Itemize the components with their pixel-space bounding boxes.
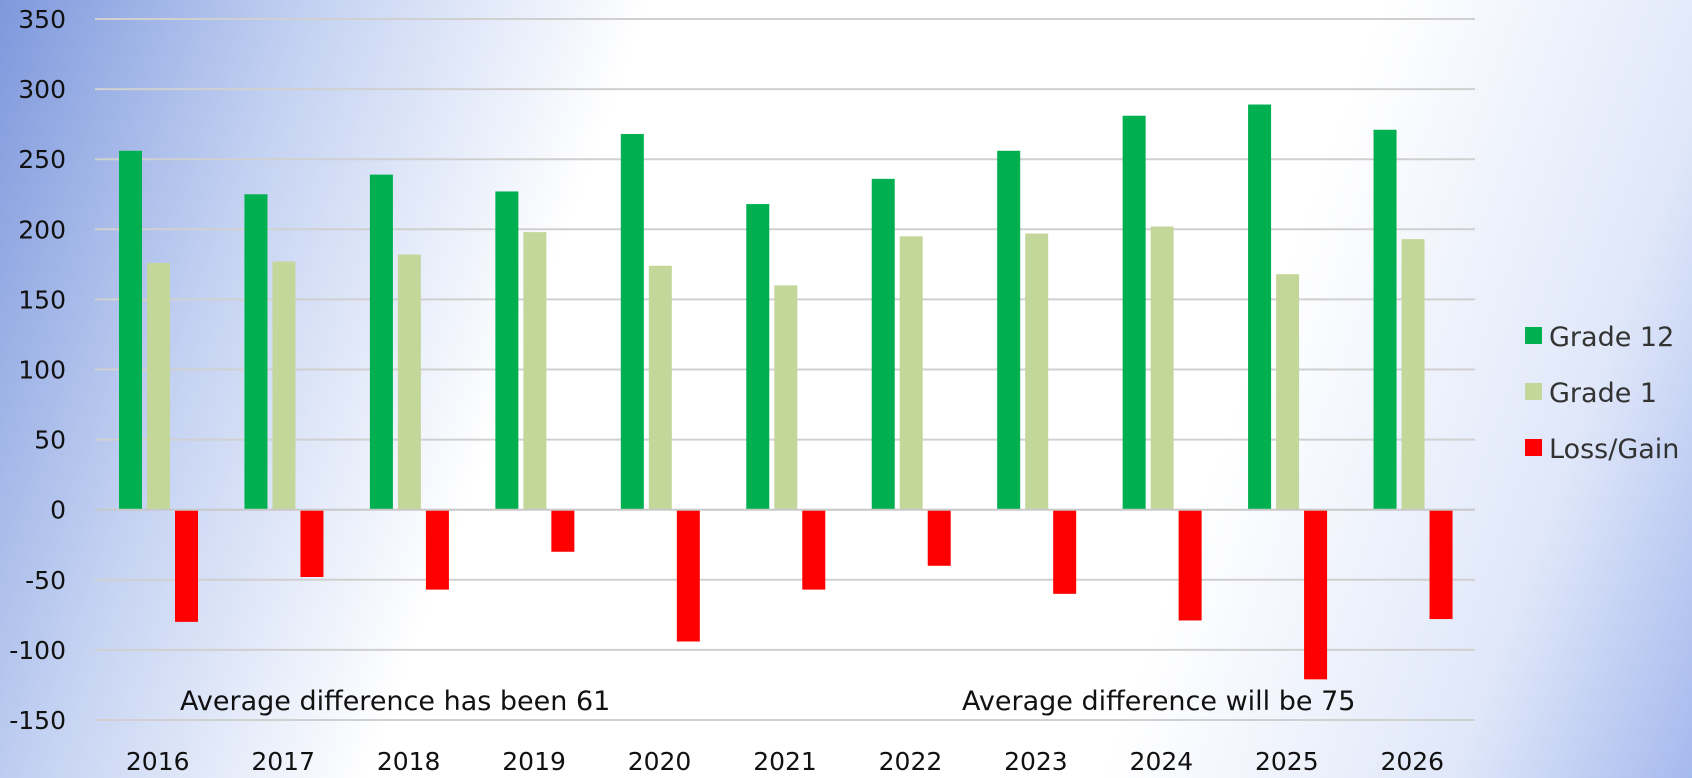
x-tick-label: 2022: [879, 747, 943, 776]
bar-grade-1-2017: [272, 261, 296, 510]
bar-grade-12-2018: [369, 174, 393, 510]
legend-swatch: [1525, 439, 1542, 456]
x-tick-label: 2023: [1004, 747, 1068, 776]
x-tick-label: 2019: [502, 747, 566, 776]
bar-grade-1-2018: [397, 254, 421, 510]
bar-grade-12-2022: [871, 178, 895, 510]
bar-grade-12-2017: [244, 194, 268, 510]
bar-loss-gain-2020: [676, 509, 700, 642]
bar-grade-12-2024: [1122, 115, 1146, 510]
bar-grade-12-2021: [746, 204, 770, 510]
y-tick-label: 100: [18, 356, 66, 385]
bar-grade-1-2026: [1401, 239, 1425, 510]
y-tick-label: 200: [18, 215, 66, 244]
y-tick-label: 350: [18, 5, 66, 34]
y-axis-ticks: 350 300 250 200 150 100 50 0 -50 -100 -150: [9, 5, 66, 735]
x-tick-label: 2017: [251, 747, 315, 776]
x-tick-label: 2026: [1380, 747, 1444, 776]
bar-grade-12-2016: [119, 150, 142, 510]
y-tick-label: 0: [50, 496, 66, 525]
bar-grade-1-2016: [147, 262, 170, 510]
bar-grade-1-2024: [1150, 226, 1174, 510]
bar-loss-gain-2024: [1178, 509, 1202, 621]
bar-loss-gain-2023: [1053, 509, 1077, 594]
legend-swatch: [1525, 383, 1542, 400]
bars: [119, 104, 1453, 680]
bar-loss-gain-2016: [175, 509, 198, 622]
legend: Grade 12 Grade 1 Loss/Gain: [1525, 322, 1679, 465]
bar-grade-12-2023: [997, 150, 1021, 510]
bar-grade-1-2019: [523, 232, 547, 510]
y-tick-label: 250: [18, 145, 66, 174]
bar-loss-gain-2019: [551, 509, 575, 552]
y-tick-label: 50: [34, 426, 66, 455]
x-tick-label: 2018: [377, 747, 441, 776]
legend-label: Grade 1: [1549, 378, 1657, 409]
bar-grade-12-2020: [620, 133, 644, 510]
bar-loss-gain-2018: [425, 509, 449, 590]
y-tick-label: -100: [9, 636, 66, 665]
annotation-past: Average difference has been 61: [180, 686, 610, 717]
x-tick-label: 2020: [628, 747, 692, 776]
bar-grade-1-2020: [648, 265, 672, 510]
bar-grade-1-2023: [1025, 233, 1049, 510]
x-tick-label: 2021: [753, 747, 817, 776]
bar-grade-1-2021: [774, 285, 798, 510]
bar-loss-gain-2025: [1304, 509, 1328, 680]
bar-loss-gain-2017: [300, 509, 324, 577]
legend-label: Loss/Gain: [1549, 434, 1679, 465]
legend-label: Grade 12: [1549, 322, 1674, 353]
bar-grade-1-2025: [1276, 274, 1300, 510]
y-tick-label: 300: [18, 75, 66, 104]
annotation-future: Average difference will be 75: [962, 686, 1355, 717]
bar-grade-12-2019: [495, 191, 519, 510]
bar-loss-gain-2021: [802, 509, 826, 590]
bar-grade-12-2026: [1373, 129, 1397, 510]
x-axis-labels: 2016 2017 2018 2019 2020 2021 2022 2023 2024 2025…: [126, 747, 1444, 776]
y-tick-label: -50: [25, 566, 66, 595]
x-tick-label: 2024: [1130, 747, 1194, 776]
y-tick-label: -150: [9, 706, 66, 735]
legend-swatch: [1525, 327, 1542, 344]
bar-loss-gain-2022: [927, 509, 951, 566]
y-tick-label: 150: [18, 285, 66, 314]
bar-grade-12-2025: [1248, 104, 1272, 510]
bar-loss-gain-2026: [1429, 509, 1453, 620]
x-tick-label: 2025: [1255, 747, 1319, 776]
bar-grade-1-2022: [899, 236, 923, 510]
x-tick-label: 2016: [126, 747, 190, 776]
